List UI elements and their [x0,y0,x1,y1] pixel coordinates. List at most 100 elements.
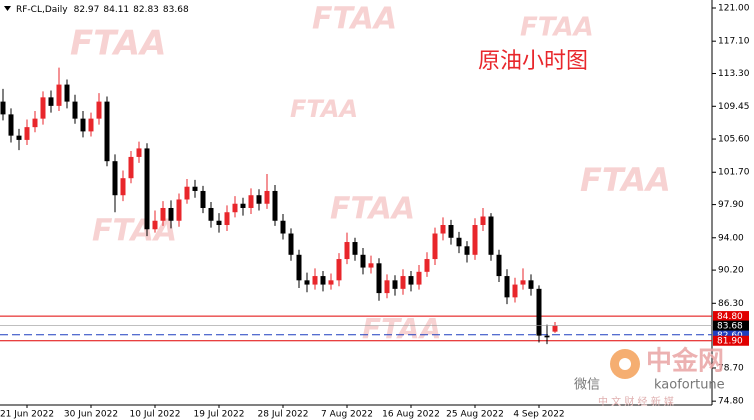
candle-body [336,259,342,281]
candle-body [232,203,238,213]
candle-body [480,216,486,226]
candle-body [96,101,102,119]
watermark: FTAA [520,13,594,43]
y-tick-label: 121.00 [718,3,750,13]
y-tick-label: 94.00 [718,233,744,243]
price-box-label: 84.80 [717,312,743,322]
x-tick-label: 16 Aug 2022 [382,410,440,420]
candle-body [304,280,310,285]
candle-body [184,186,190,200]
logo-id: kaofortune [654,378,725,393]
candle-body [8,114,14,136]
watermark: FTAA [290,95,358,123]
header-field: 82.97 [74,5,100,15]
y-tick-label: 97.90 [718,200,744,210]
price-box [713,329,749,340]
candle-body [160,207,166,221]
candle-body [400,276,406,289]
candle-body [360,254,366,268]
candle-body [512,284,518,298]
candle-body [216,220,222,226]
candle-body [392,280,398,289]
watermark: FTAA [330,192,415,227]
x-tick-label: 10 Jul 2022 [130,410,181,420]
candle-body [136,148,142,157]
candle-body [192,186,198,191]
candle-body [280,220,286,234]
candle-body [176,199,182,221]
price-box [713,320,749,331]
price-box [713,335,749,346]
candle-body [424,259,430,272]
x-tick-label: 25 Aug 2022 [446,410,504,420]
candle-body [408,276,414,285]
candle-body [64,84,70,102]
watermark: FTAA [312,2,397,37]
x-tick-label: 28 Jul 2022 [258,410,309,420]
candle-body [272,190,278,221]
candle-body [120,178,126,196]
x-tick-label: 30 Jun 2022 [64,410,118,420]
candle-body [448,225,454,238]
candle-body [440,225,446,234]
candle-body [152,220,158,230]
x-tick-label: 7 Aug 2022 [321,410,373,420]
candle-body [224,212,230,226]
candle-body [72,101,78,119]
y-tick-label: 117.10 [718,37,750,47]
candle-body [200,190,206,208]
y-tick-label: 101.70 [718,168,750,178]
logo-inner [619,358,631,370]
candle-body [456,237,462,247]
candle-body [320,276,326,285]
y-tick-label: 109.45 [718,102,750,112]
header-arrow [4,6,11,11]
logo-slogan: 中 文 财 经 新 媒 [598,395,674,408]
candle-body [536,288,542,336]
candle-body [384,280,390,294]
candle-body [528,280,534,289]
candle-body [504,276,510,298]
candle-body [168,207,174,221]
price-box [713,311,749,322]
candle-body [104,101,110,162]
candle-body [288,233,294,255]
candle-body [352,242,358,255]
header-field: 83.68 [163,5,189,15]
candle-body [48,97,54,106]
chart-header: RF-CL,Daily 82.97 84.11 82.83 83.68 [16,5,189,15]
candle-body [240,203,246,208]
candle-body [264,190,270,204]
candle-body [208,207,214,221]
y-tick-label: 90.20 [718,266,744,276]
candle-body [464,246,470,255]
candle-body [16,135,22,140]
y-tick-label: 86.30 [718,299,744,309]
candle-body [80,118,86,132]
candle-body [432,233,438,260]
candle-body [312,276,318,285]
candle-body [416,271,422,285]
candle-body [248,195,254,208]
candle-body [488,216,494,255]
logo-name: 中金网 [646,346,724,377]
header-field: RF-CL,Daily [16,5,68,15]
candle-body [88,118,94,132]
x-tick-label: 4 Sep 2022 [513,410,564,420]
candle-body [112,161,118,196]
candle-body [24,127,30,140]
header-field: 84.11 [103,5,129,15]
candle-body [544,335,550,338]
candle-body [0,101,6,115]
y-tick-label: 105.60 [718,135,750,145]
price-box-label: 83.68 [717,322,743,332]
watermark: FTAA [580,161,671,199]
candle-body [472,225,478,255]
candle-body [40,97,46,119]
y-tick-label: 78.70 [718,363,744,373]
y-tick-label: 74.80 [718,397,744,407]
watermark: FTAA [362,312,441,345]
x-tick-label: 19 Jul 2022 [194,410,245,420]
watermark: FTAA [70,24,166,64]
